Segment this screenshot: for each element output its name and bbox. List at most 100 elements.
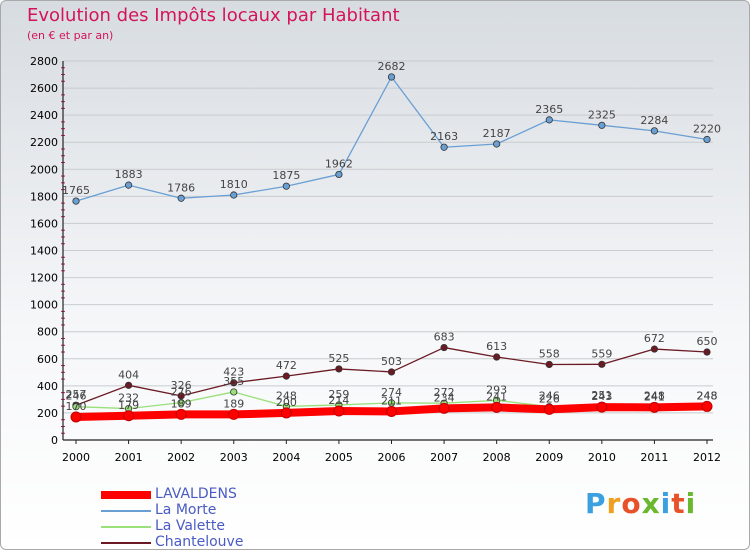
data-label: 189 xyxy=(223,397,244,410)
y-tick-label: 2600 xyxy=(30,82,58,95)
x-tick-label: 2004 xyxy=(272,451,300,464)
data-label: 248 xyxy=(276,389,297,402)
x-tick-label: 2012 xyxy=(693,451,721,464)
data-point xyxy=(72,403,80,411)
data-point xyxy=(648,401,660,413)
data-point xyxy=(124,381,133,389)
legend-swatch xyxy=(101,510,151,512)
x-tick-label: 2010 xyxy=(588,451,616,464)
data-point xyxy=(545,360,553,369)
chart-subtitle: (en € et par an) xyxy=(27,29,114,42)
data-point xyxy=(230,379,238,387)
y-tick-label: 0 xyxy=(51,434,58,447)
data-label: 326 xyxy=(171,379,192,392)
data-label: 1810 xyxy=(220,178,248,191)
data-point xyxy=(491,401,503,413)
data-point xyxy=(701,400,713,412)
x-tick-label: 2009 xyxy=(535,451,563,464)
data-point xyxy=(650,345,659,353)
data-label: 525 xyxy=(328,352,349,365)
data-label: 404 xyxy=(118,368,139,381)
data-point xyxy=(72,197,80,205)
data-label: 232 xyxy=(118,392,139,405)
data-label: 2284 xyxy=(640,114,668,127)
data-label: 558 xyxy=(539,347,560,360)
legend-label: La Morte xyxy=(155,502,217,518)
data-point xyxy=(280,407,292,419)
data-label: 234 xyxy=(434,391,455,404)
y-tick-label: 1000 xyxy=(30,299,58,312)
data-point xyxy=(230,191,238,199)
legend-label: La Valette xyxy=(155,518,225,534)
data-point xyxy=(333,405,345,417)
data-point xyxy=(387,73,396,81)
proxiti-logo: Proxiti xyxy=(585,487,696,520)
logo-letter: i xyxy=(660,487,672,520)
y-tick-label: 2000 xyxy=(30,163,58,176)
data-label: 276 xyxy=(171,386,192,399)
data-label: 2365 xyxy=(535,103,563,116)
data-point xyxy=(282,372,290,380)
data-point xyxy=(440,343,448,352)
y-tick-label: 1600 xyxy=(30,217,58,230)
data-label: 257 xyxy=(66,388,87,401)
data-label: 189 xyxy=(171,397,192,410)
data-point xyxy=(335,365,343,373)
x-tick-label: 2003 xyxy=(220,451,248,464)
data-label: 559 xyxy=(591,347,612,360)
data-label: 214 xyxy=(328,394,349,407)
data-point xyxy=(598,360,606,368)
data-label: 472 xyxy=(276,359,297,372)
x-tick-label: 2005 xyxy=(325,451,353,464)
legend-swatch xyxy=(101,526,151,528)
data-point xyxy=(440,143,448,151)
data-point xyxy=(545,116,553,124)
data-label: 179 xyxy=(118,399,139,412)
x-tick-label: 2001 xyxy=(115,451,143,464)
chart-title: Evolution des Impôts locaux par Habitant xyxy=(27,5,400,26)
data-label: 246 xyxy=(539,390,560,403)
y-tick-label: 1200 xyxy=(30,272,58,285)
data-point xyxy=(438,402,450,414)
data-point xyxy=(493,140,501,148)
legend-item: LAVALDENS xyxy=(101,486,361,503)
data-label: 226 xyxy=(539,392,560,405)
data-label: 241 xyxy=(486,390,507,403)
logo-letter: i xyxy=(685,487,697,520)
data-point xyxy=(124,181,133,189)
logo-letter: P xyxy=(585,487,607,520)
y-tick-label: 1400 xyxy=(30,245,58,258)
data-point xyxy=(703,348,711,356)
data-label: 2682 xyxy=(378,60,406,73)
data-label: 2187 xyxy=(483,127,511,140)
data-label: 251 xyxy=(591,389,612,402)
logo-letter: r xyxy=(606,487,622,520)
logo-letter: t xyxy=(671,487,686,520)
x-tick-label: 2011 xyxy=(640,451,668,464)
data-label: 672 xyxy=(644,332,665,345)
y-tick-label: 600 xyxy=(37,353,58,366)
legend-label: LAVALDENS xyxy=(155,486,237,502)
data-point xyxy=(596,401,608,413)
data-label: 200 xyxy=(276,396,297,409)
data-label: 1875 xyxy=(272,169,300,182)
legend-swatch xyxy=(101,491,151,499)
data-point xyxy=(493,353,501,361)
data-label: 2220 xyxy=(693,123,721,136)
data-label: 1883 xyxy=(115,168,143,181)
data-point xyxy=(177,399,185,407)
data-label: 1962 xyxy=(325,157,353,170)
data-point xyxy=(387,368,396,376)
x-tick-label: 2008 xyxy=(483,451,511,464)
data-label: 259 xyxy=(328,388,349,401)
data-point xyxy=(703,135,711,144)
data-point xyxy=(543,403,555,415)
data-point xyxy=(335,170,343,179)
data-point xyxy=(282,182,290,190)
x-tick-label: 2002 xyxy=(167,451,195,464)
data-label: 211 xyxy=(381,394,402,407)
data-point xyxy=(123,410,135,422)
data-point xyxy=(598,121,606,129)
data-label: 2325 xyxy=(588,108,616,121)
